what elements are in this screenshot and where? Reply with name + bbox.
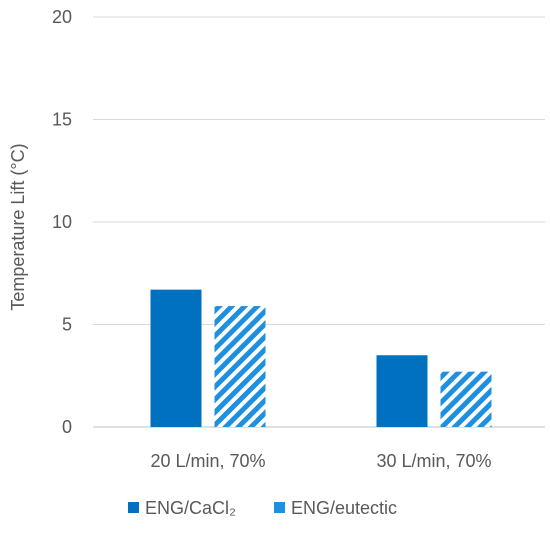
legend-swatch bbox=[128, 502, 139, 513]
y-tick-label: 20 bbox=[52, 7, 72, 27]
legend: ENG/CaCl₂ ENG/eutectic bbox=[128, 498, 397, 518]
legend-label: ENG/eutectic bbox=[291, 498, 397, 518]
x-tick-label: 30 L/min, 70% bbox=[376, 451, 491, 471]
x-tick-label: 20 L/min, 70% bbox=[150, 451, 265, 471]
bars bbox=[150, 289, 492, 427]
y-tick-label: 5 bbox=[62, 315, 72, 335]
y-axis-title: Temperature Lift (°C) bbox=[8, 143, 28, 310]
y-axis-ticks: 0 5 10 15 20 bbox=[52, 7, 72, 437]
bar-eng-eutectic-2 bbox=[440, 371, 492, 427]
legend-swatch bbox=[274, 502, 285, 513]
legend-label: ENG/CaCl₂ bbox=[145, 498, 236, 518]
bar-eng-cacl2-2 bbox=[376, 355, 428, 427]
y-tick-label: 0 bbox=[62, 417, 72, 437]
bar-eng-cacl2-1 bbox=[150, 289, 202, 427]
y-tick-label: 15 bbox=[52, 110, 72, 130]
y-tick-label: 10 bbox=[52, 212, 72, 232]
x-axis-ticks: 20 L/min, 70% 30 L/min, 70% bbox=[150, 451, 491, 471]
bar-eng-eutectic-1 bbox=[214, 306, 266, 427]
